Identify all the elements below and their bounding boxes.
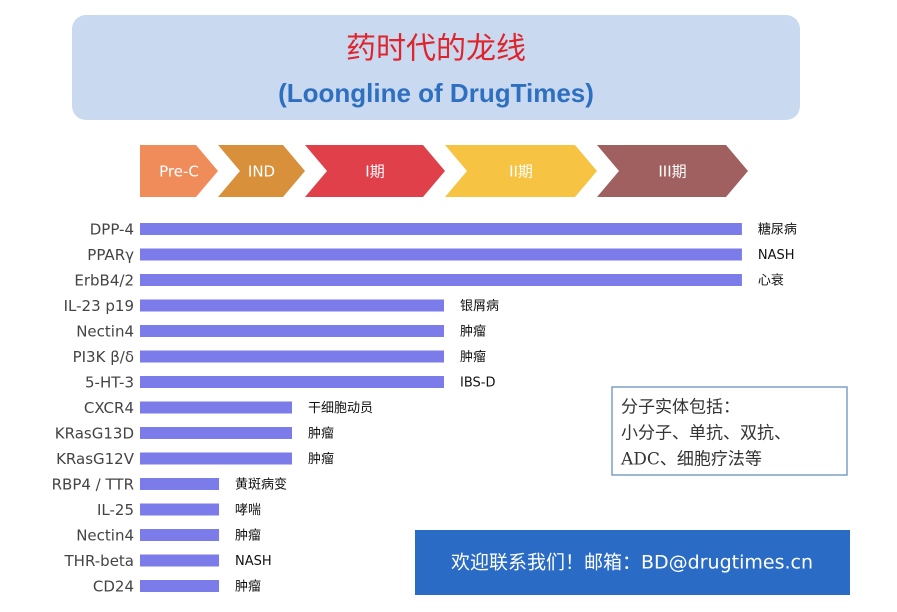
y-tick-label: PPARγ: [87, 246, 134, 264]
indication-label: 肿瘤: [460, 349, 486, 365]
note: 分子实体包括： 小分子、单抗、双抗、 ADC、细胞疗法等: [620, 398, 791, 470]
phase-arrow: [445, 145, 597, 197]
y-tick-label: Nectin4: [76, 323, 134, 341]
y-tick-label: RBP4 / TTR: [52, 476, 134, 494]
indication-label: 肿瘤: [235, 579, 261, 595]
indication-label: 肿瘤: [308, 426, 334, 442]
chart-subtitle: (Loongline of DrugTimes): [278, 78, 594, 108]
bar: [140, 299, 444, 312]
phase-label: I期: [365, 163, 384, 181]
y-tick-label: KRasG13D: [55, 425, 134, 443]
phase-label: II期: [509, 163, 533, 181]
indication-label: IBS-D: [460, 376, 495, 391]
phase-label: Pre-C: [159, 163, 199, 181]
bar: [140, 529, 220, 541]
bar: [140, 580, 220, 592]
indication-label: NASH: [758, 248, 795, 263]
title-box: [72, 15, 800, 120]
y-tick-label: ErbB4/2: [74, 272, 134, 290]
y-tick-label: CXCR4: [84, 399, 134, 417]
bar: [140, 350, 444, 363]
note-line: ADC、细胞疗法等: [620, 450, 762, 470]
indication-label: 心衰: [758, 273, 784, 289]
phase-arrow: [305, 145, 445, 197]
indication-label: 肿瘤: [308, 451, 334, 467]
indication-label: 肿瘤: [460, 324, 486, 340]
contact: 欢迎联系我们！邮箱：BD@drugtimes.cn: [451, 552, 813, 574]
chart-title: 药时代的龙线: [346, 32, 526, 67]
bar: [140, 274, 742, 286]
phase-arrow: [140, 145, 218, 197]
y-tick-label: CD24: [93, 578, 134, 596]
bar: [140, 401, 292, 414]
bar: [140, 503, 220, 516]
y-tick-label: IL-23 p19: [64, 297, 134, 315]
indication-label: 哮喘: [235, 502, 261, 518]
phase-label: III期: [658, 163, 686, 181]
note-line: 分子实体包括：: [621, 398, 740, 418]
bar: [140, 248, 742, 261]
note-line: 小分子、单抗、双抗、: [621, 424, 791, 444]
bar: [140, 452, 292, 465]
y-tick-label: THR-beta: [64, 552, 135, 570]
phase-arrow: [218, 145, 305, 197]
bar: [140, 223, 742, 235]
note-box: [611, 386, 848, 476]
plot-area: DPP-4 糖尿病 PPARγ NASH ErbB4/2 心衰 IL-23 p19 银屑病 Ne…: [52, 221, 797, 596]
indication-label: 银屑病: [460, 299, 499, 314]
indication-label: 糖尿病: [758, 222, 797, 238]
phase-axis: Pre-C IND I期 II期 III期: [140, 145, 748, 197]
bar: [140, 554, 220, 567]
bar: [140, 376, 444, 388]
contact-box: [415, 530, 850, 595]
bar: [140, 427, 292, 439]
y-tick-label: Nectin4: [76, 527, 134, 545]
indication-label: 肿瘤: [235, 528, 261, 544]
y-tick-label: 5-HT-3: [85, 374, 134, 392]
y-tick-label: KRasG12V: [56, 450, 135, 468]
y-tick-label: IL-25: [97, 501, 134, 519]
phase-label: IND: [248, 163, 275, 181]
indication-label: NASH: [235, 554, 272, 569]
indication-label: 干细胞动员: [308, 401, 373, 416]
y-tick-label: DPP-4: [90, 221, 134, 239]
indication-label: 黄斑病变: [235, 477, 287, 493]
bar: [140, 478, 220, 490]
phase-arrow: [597, 145, 748, 197]
bar: [140, 325, 444, 337]
y-tick-label: PI3K β/δ: [73, 348, 134, 366]
